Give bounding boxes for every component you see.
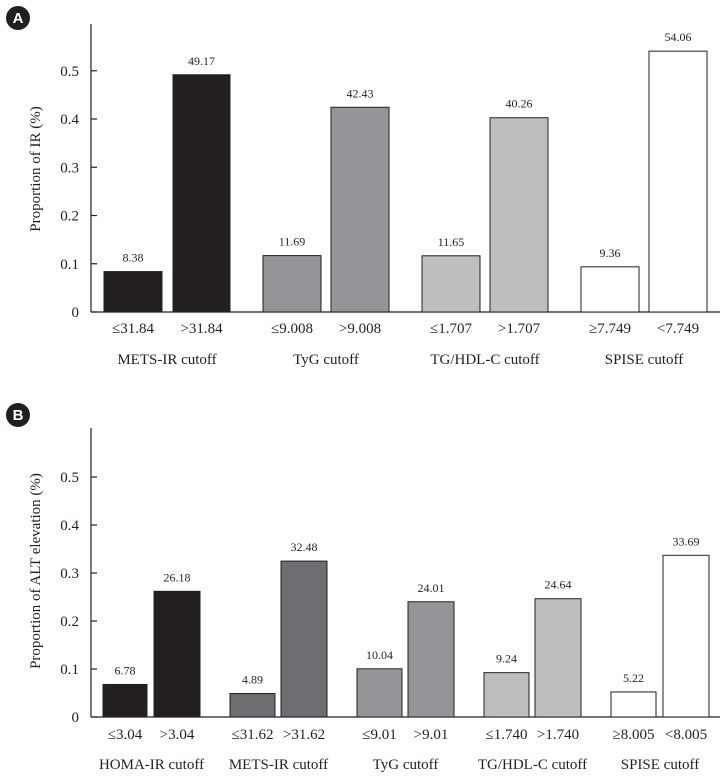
x-category-label: >9.008 xyxy=(339,321,381,337)
x-category-label: ≤31.62 xyxy=(232,727,274,743)
x-category-label: >1.740 xyxy=(537,727,579,743)
x-category-label: >3.04 xyxy=(160,727,195,743)
bar xyxy=(648,50,708,313)
x-group-label: SPISE cutoff xyxy=(605,352,683,368)
x-category-label: ≥8.005 xyxy=(613,727,655,743)
y-tick-label: 0.2 xyxy=(60,209,79,225)
panel-b-letter: B xyxy=(13,407,24,424)
x-group-label: METS-IR cutoff xyxy=(229,757,328,773)
x-group-label: TyG cutoff xyxy=(373,757,439,773)
y-axis-title: Proportion of ALT elevation (%) xyxy=(28,473,44,669)
x-category-label: ≥7.749 xyxy=(589,321,631,337)
x-category-label: ≤1.740 xyxy=(486,727,528,743)
x-category-label: >1.707 xyxy=(498,321,541,337)
x-category-label: ≤1.707 xyxy=(430,321,472,337)
panel-a-letter: A xyxy=(13,10,24,27)
panel-b-badge xyxy=(6,403,30,427)
y-tick-label: 0.5 xyxy=(60,64,79,80)
y-axis-title: Proportion of IR (%) xyxy=(28,106,44,231)
x-group-label: METS-IR cutoff xyxy=(117,352,216,368)
x-category-label: ≤9.008 xyxy=(271,321,313,337)
y-tick-label: 0.5 xyxy=(60,470,79,486)
bar xyxy=(421,255,481,313)
bar xyxy=(580,266,640,313)
bar-value-label: 33.69 xyxy=(673,534,700,548)
bar-value-label: 24.01 xyxy=(418,581,445,595)
bar xyxy=(172,74,231,313)
x-category-label: >31.84 xyxy=(180,321,223,337)
bar-value-label: 54.06 xyxy=(665,30,692,44)
x-category-label: <8.005 xyxy=(665,727,707,743)
x-group-label: TG/HDL-C cutoff xyxy=(478,757,587,773)
y-tick-label: 0.3 xyxy=(60,160,79,176)
panel-a-badge xyxy=(6,6,30,30)
y-tick-label: 0 xyxy=(72,710,80,726)
x-category-label: ≤31.84 xyxy=(112,321,154,337)
x-category-label: >31.62 xyxy=(283,727,325,743)
bar-value-label: 26.18 xyxy=(164,570,191,584)
y-tick-label: 0.4 xyxy=(60,518,79,534)
x-group-label: SPISE cutoff xyxy=(621,757,699,773)
y-tick-label: 0.3 xyxy=(60,566,79,582)
bar-value-label: 5.22 xyxy=(623,671,644,685)
bar xyxy=(280,560,328,718)
x-group-label: TyG cutoff xyxy=(293,352,359,368)
bar xyxy=(262,255,322,313)
bar xyxy=(662,554,710,718)
bar xyxy=(534,598,582,718)
panel-a-chart: A 0 0.1 0.2 0.3 0.4 0.5 Proportion of IR (%) 8.3… xyxy=(6,6,720,368)
y-tick-label: 0.2 xyxy=(60,614,79,630)
bar xyxy=(356,668,403,718)
bar-value-label: 11.65 xyxy=(438,235,465,249)
bar-value-label: 40.26 xyxy=(506,97,533,111)
bar-value-label: 42.43 xyxy=(347,86,374,100)
x-group-label: TG/HDL-C cutoff xyxy=(430,352,539,368)
bar-value-label: 9.36 xyxy=(600,246,621,260)
bar-value-label: 24.64 xyxy=(545,578,572,592)
bar xyxy=(102,683,148,718)
bar-value-label: 10.04 xyxy=(366,648,393,662)
bar xyxy=(330,106,390,313)
bar xyxy=(610,691,657,718)
bar-value-label: 49.17 xyxy=(188,54,215,68)
x-category-label: <7.749 xyxy=(657,321,699,337)
y-tick-label: 0.4 xyxy=(60,112,79,128)
bar xyxy=(483,672,530,718)
bar-value-label: 9.24 xyxy=(496,652,517,666)
bar xyxy=(407,601,455,718)
bar xyxy=(103,271,163,313)
bar-value-label: 6.78 xyxy=(115,663,136,677)
y-tick-label: 0.1 xyxy=(60,257,79,273)
x-category-label: ≤3.04 xyxy=(108,727,143,743)
bar xyxy=(489,117,549,313)
bar-value-label: 8.38 xyxy=(123,251,144,265)
bar xyxy=(229,693,276,718)
panel-b-chart: B 0 0.1 0.2 0.3 0.4 0.5 Proportion of ALT eleva… xyxy=(6,403,720,773)
y-tick-label: 0 xyxy=(72,305,80,321)
bar-value-label: 4.89 xyxy=(242,673,263,687)
x-category-label: >9.01 xyxy=(414,727,449,743)
bar-value-label: 32.48 xyxy=(291,540,318,554)
bar-value-label: 11.69 xyxy=(279,235,306,249)
x-group-label: HOMA-IR cutoff xyxy=(99,757,204,773)
x-category-label: ≤9.01 xyxy=(362,727,396,743)
y-tick-label: 0.1 xyxy=(60,662,79,678)
bar xyxy=(153,590,201,718)
